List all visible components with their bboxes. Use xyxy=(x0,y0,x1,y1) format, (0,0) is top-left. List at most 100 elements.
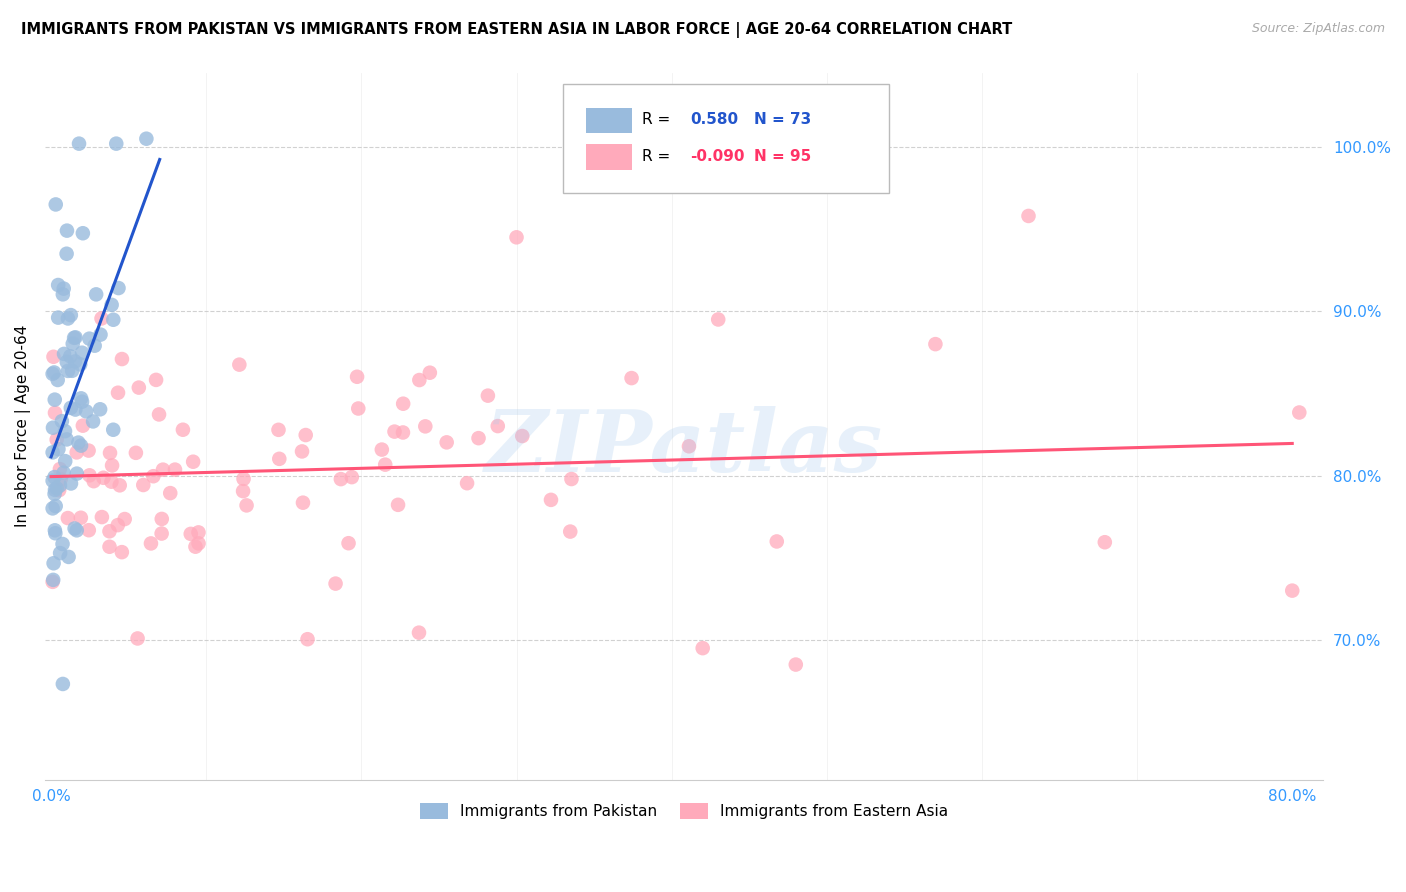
Point xyxy=(55,355,77,369)
Point xyxy=(98,524,121,539)
Point xyxy=(148,408,170,422)
Point xyxy=(44,483,66,497)
Point xyxy=(267,423,290,437)
Point xyxy=(436,435,458,450)
Point xyxy=(77,523,100,537)
Point xyxy=(49,478,72,492)
Point xyxy=(707,312,730,326)
Point xyxy=(52,287,75,301)
Point xyxy=(392,425,415,440)
Point xyxy=(346,369,368,384)
Point xyxy=(127,632,149,646)
Point xyxy=(100,298,122,312)
Point xyxy=(765,534,787,549)
Point xyxy=(45,481,67,495)
Point xyxy=(419,366,441,380)
Point xyxy=(48,483,70,497)
Point xyxy=(510,429,533,443)
Point xyxy=(51,414,73,428)
Point xyxy=(232,472,254,486)
Point xyxy=(55,246,77,260)
Point xyxy=(45,433,67,447)
Point xyxy=(59,349,82,363)
Point xyxy=(52,466,75,480)
Point xyxy=(540,492,562,507)
Point xyxy=(135,132,157,146)
Point xyxy=(46,373,69,387)
Point xyxy=(51,537,73,551)
Point xyxy=(53,454,76,468)
Point xyxy=(325,576,347,591)
Point xyxy=(49,472,72,486)
FancyBboxPatch shape xyxy=(562,84,889,193)
Point xyxy=(340,470,363,484)
Point xyxy=(228,358,250,372)
Point xyxy=(785,657,807,672)
Point xyxy=(98,540,121,554)
Point xyxy=(69,357,91,371)
Point xyxy=(44,406,66,420)
Point xyxy=(692,641,714,656)
Point xyxy=(60,364,83,378)
Point xyxy=(77,443,100,458)
Point xyxy=(678,439,700,453)
Point xyxy=(67,136,90,151)
Point xyxy=(42,350,65,364)
Point xyxy=(408,625,430,640)
Point xyxy=(56,224,79,238)
Point xyxy=(93,471,115,485)
Point xyxy=(44,524,66,538)
Point xyxy=(69,510,91,524)
Point xyxy=(294,428,316,442)
Point xyxy=(53,424,76,438)
Point xyxy=(184,540,207,554)
FancyBboxPatch shape xyxy=(586,145,631,169)
Point xyxy=(347,401,370,416)
Point xyxy=(59,476,82,491)
Point xyxy=(384,425,406,439)
Text: N = 73: N = 73 xyxy=(755,112,811,128)
Point xyxy=(150,512,173,526)
Point xyxy=(70,394,93,409)
Text: -0.090: -0.090 xyxy=(690,149,745,164)
Point xyxy=(413,419,436,434)
Point xyxy=(90,311,112,326)
Point xyxy=(59,401,82,415)
Point xyxy=(560,524,582,539)
Text: N = 95: N = 95 xyxy=(755,149,811,164)
Point xyxy=(70,392,93,406)
Point xyxy=(46,310,69,325)
Point xyxy=(145,373,167,387)
Point xyxy=(79,332,101,346)
Point xyxy=(44,526,66,541)
Point xyxy=(41,501,63,516)
Point xyxy=(181,455,204,469)
FancyBboxPatch shape xyxy=(586,108,631,133)
Point xyxy=(108,478,131,492)
Point xyxy=(56,364,79,378)
Text: 0.580: 0.580 xyxy=(690,112,738,128)
Point xyxy=(49,546,72,560)
Point xyxy=(486,419,509,434)
Point xyxy=(41,474,63,488)
Text: IMMIGRANTS FROM PAKISTAN VS IMMIGRANTS FROM EASTERN ASIA IN LABOR FORCE | AGE 20: IMMIGRANTS FROM PAKISTAN VS IMMIGRANTS F… xyxy=(21,22,1012,38)
Point xyxy=(41,574,63,589)
Point xyxy=(44,392,66,407)
Point xyxy=(89,402,111,417)
Point xyxy=(392,397,415,411)
Point xyxy=(297,632,319,647)
Point xyxy=(66,524,89,538)
Point xyxy=(111,352,134,367)
Point xyxy=(1094,535,1116,549)
Text: ZIPatlas: ZIPatlas xyxy=(485,406,883,489)
Point xyxy=(44,470,66,484)
Text: Source: ZipAtlas.com: Source: ZipAtlas.com xyxy=(1251,22,1385,36)
Point xyxy=(56,311,79,326)
Point xyxy=(924,337,946,351)
Point xyxy=(59,308,82,322)
Point xyxy=(41,367,63,381)
Point xyxy=(152,463,174,477)
Point xyxy=(107,385,129,400)
Point xyxy=(65,402,87,417)
Point xyxy=(159,486,181,500)
